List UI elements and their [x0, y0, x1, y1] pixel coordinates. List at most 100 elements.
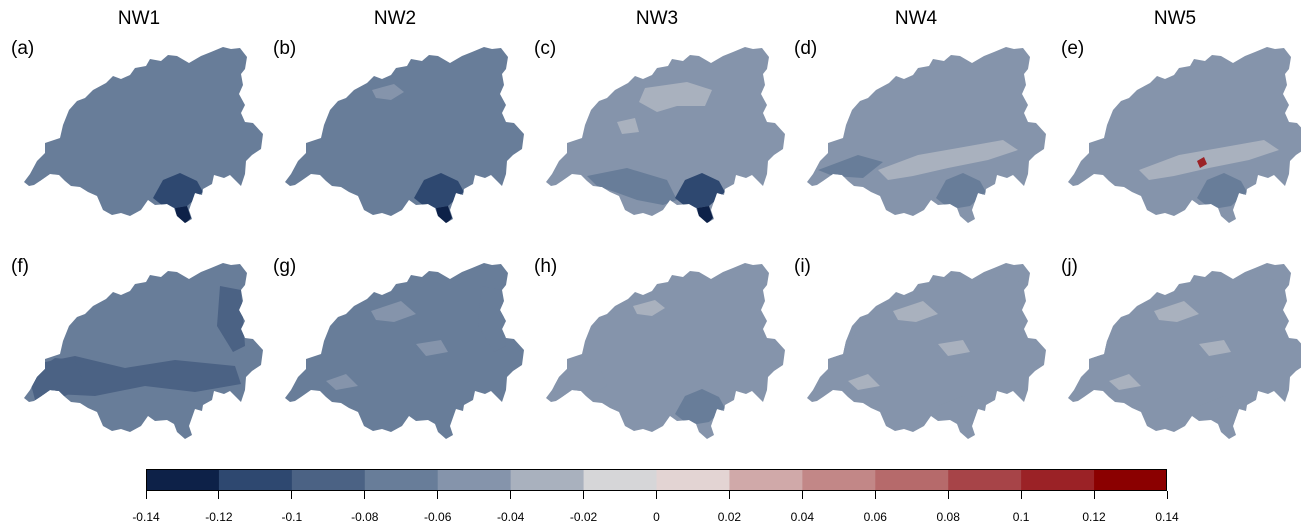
panel-label-f: (f): [11, 256, 29, 277]
column-title-nw5: NW5: [1153, 8, 1197, 29]
map-region-north-patch: [633, 300, 665, 316]
colorbar-tick: [145, 491, 147, 499]
colorbar-swatch: [948, 469, 1022, 491]
colorbar-tick: [364, 491, 366, 499]
column-title-nw1: NW1: [117, 8, 161, 29]
colorbar-tick-label: -0.1: [281, 510, 303, 524]
colorbar-swatch: [656, 469, 730, 491]
colorbar-swatch: [1094, 469, 1167, 491]
colorbar-tick: [218, 491, 220, 499]
colorbar-tick: [728, 491, 730, 499]
colorbar: [146, 469, 1167, 491]
colorbar-tick-label: 0.02: [717, 510, 742, 524]
colorbar-tick-label: -0.02: [569, 510, 598, 524]
panel-label-i: (i): [794, 256, 811, 277]
panel-label-c: (c): [534, 38, 557, 59]
colorbar-tick-label: 0.14: [1155, 510, 1179, 524]
map-region-north-patch: [372, 84, 404, 100]
colorbar-tick-label: -0.12: [205, 510, 233, 524]
colorbar-swatch: [146, 469, 220, 491]
colorbar-swatch: [218, 469, 293, 491]
map-panel-b: [285, 47, 524, 223]
map-panel-d: [807, 47, 1046, 223]
map-base: [807, 263, 1046, 439]
map-region-light-patches: [326, 301, 448, 390]
colorbar-swatch: [291, 469, 366, 491]
colorbar-swatch: [1021, 469, 1095, 491]
column-title-nw3: NW3: [635, 8, 679, 29]
colorbar-swatch: [510, 469, 585, 491]
map-region-east: [217, 286, 245, 352]
colorbar-tick-label: 0.04: [790, 510, 815, 524]
map-panel-c: [546, 47, 785, 223]
colorbar-tick: [801, 491, 803, 499]
colorbar-swatch: [364, 469, 439, 491]
map-region-light-patches: [1109, 301, 1231, 390]
map-region-west-basin: [30, 166, 63, 181]
colorbar-tick-label: 0: [653, 510, 660, 524]
map-region-south-lobe: [936, 173, 986, 208]
colorbar-tick: [583, 491, 585, 499]
colorbar-tick: [1166, 491, 1168, 499]
panel-label-d: (d): [794, 38, 818, 59]
map-region-hotspot: [1197, 157, 1207, 168]
colorbar-tick-label: 0.12: [1082, 510, 1106, 524]
map-base: [1068, 263, 1301, 439]
map-region-south-lobe: [675, 389, 725, 424]
map-panel-e: [1068, 47, 1301, 223]
map-panel-h: [546, 263, 785, 439]
map-region-light-patches: [848, 301, 970, 390]
colorbar-swatch: [729, 469, 803, 491]
colorbar-tick: [656, 491, 657, 499]
colorbar-frame: [146, 469, 1167, 491]
map-panel-g: [285, 263, 524, 439]
colorbar-swatch: [437, 469, 512, 491]
colorbar-tick-label: 0.1: [1012, 510, 1030, 524]
colorbar-swatch: [875, 469, 949, 491]
colorbar-tick: [947, 491, 949, 499]
column-title-nw4: NW4: [894, 8, 938, 29]
colorbar-tick-label: -0.14: [132, 510, 160, 524]
map-panel-a: [24, 47, 263, 223]
panel-label-b: (b): [273, 38, 297, 59]
panel-label-h: (h): [534, 256, 558, 277]
panel-label-e: (e): [1061, 38, 1085, 59]
colorbar-tick: [1093, 491, 1095, 499]
map-region-central-patches: [617, 82, 712, 134]
panel-label-g: (g): [273, 256, 297, 277]
colorbar-tick-label: -0.04: [496, 510, 525, 524]
column-title-nw2: NW2: [373, 8, 417, 29]
map-region-central-band: [1139, 140, 1279, 180]
map-region-south-lobe: [675, 173, 725, 208]
map-base: [807, 47, 1046, 223]
map-region-west-band: [818, 155, 883, 178]
colorbar-tick-label: -0.08: [351, 510, 379, 524]
map-base: [24, 47, 263, 223]
map-region-east: [478, 286, 506, 352]
map-region-south-lobe: [414, 173, 464, 208]
colorbar-tick: [291, 491, 293, 499]
panel-label-a: (a): [11, 38, 35, 59]
colorbar-tick: [874, 491, 876, 499]
colorbar-swatch: [583, 469, 657, 491]
map-base: [285, 263, 524, 439]
map-panel-f: [24, 263, 263, 439]
map-panel-i: [807, 263, 1046, 439]
colorbar-tick: [1020, 491, 1022, 499]
map-panel-j: [1068, 263, 1301, 439]
colorbar-tick: [437, 491, 439, 499]
colorbar-tick-label: -0.06: [424, 510, 452, 524]
map-region-south-band: [587, 168, 677, 205]
map-base: [1068, 47, 1301, 223]
map-base: [546, 263, 785, 439]
map-region-south-lobe: [153, 173, 203, 208]
map-region-south-lobe: [1197, 173, 1247, 208]
colorbar-swatch: [802, 469, 876, 491]
colorbar-tick-label: 0.06: [863, 510, 887, 524]
panel-label-j: (j): [1061, 256, 1078, 277]
map-base: [285, 47, 524, 223]
colorbar-tick-label: 0.08: [936, 510, 960, 524]
map-region-central-band: [878, 140, 1018, 180]
colorbar-tick: [510, 491, 512, 499]
